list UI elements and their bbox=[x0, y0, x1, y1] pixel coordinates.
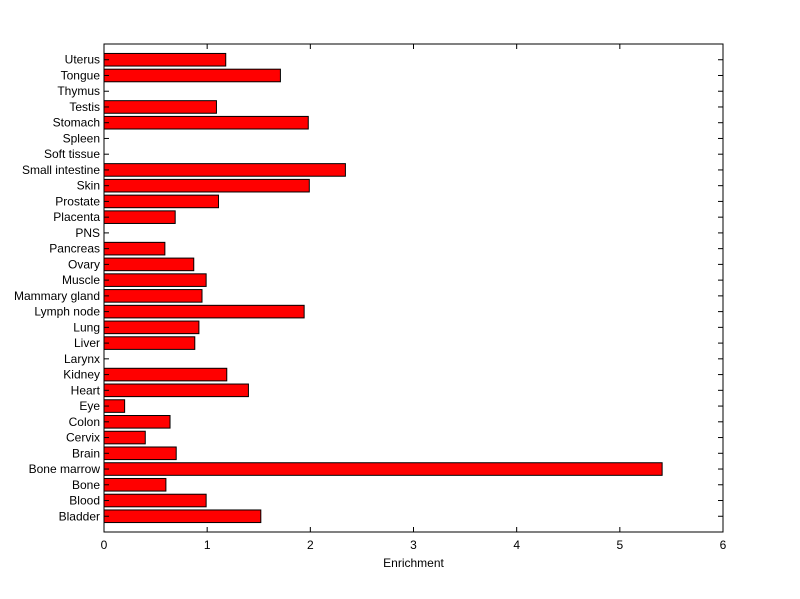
y-tick-label: Bone bbox=[72, 478, 100, 492]
bar-bone bbox=[103, 477, 167, 492]
y-tick-label: Spleen bbox=[63, 131, 100, 145]
bar-heart bbox=[103, 383, 249, 398]
bar-blood bbox=[103, 493, 207, 508]
y-tick-label: Muscle bbox=[62, 273, 100, 287]
y-tick-label: Placenta bbox=[53, 210, 100, 224]
y-tick-label: Mammary gland bbox=[14, 289, 100, 303]
y-tick-label: Lung bbox=[73, 320, 100, 334]
bar-cervix bbox=[103, 430, 146, 445]
bar-bladder bbox=[103, 509, 262, 524]
bar-bone-marrow bbox=[103, 462, 663, 476]
bar-placenta bbox=[103, 210, 176, 224]
y-tick-label: Ovary bbox=[68, 257, 100, 271]
bar-lymph-node bbox=[103, 304, 305, 319]
bar-skin bbox=[103, 178, 310, 193]
x-tick-label: 2 bbox=[307, 538, 314, 552]
y-tick-label: Eye bbox=[79, 399, 100, 413]
y-tick-label: Colon bbox=[69, 415, 100, 429]
bar-pancreas bbox=[103, 241, 166, 256]
bar-colon bbox=[103, 415, 171, 429]
y-tick-label: PNS bbox=[75, 226, 100, 240]
x-tick-label: 0 bbox=[101, 538, 108, 552]
bar-uterus bbox=[103, 52, 227, 67]
bars-group bbox=[103, 52, 663, 524]
x-tick-label: 1 bbox=[204, 538, 211, 552]
bar-stomach bbox=[103, 115, 309, 130]
bar-prostate bbox=[103, 194, 220, 209]
y-tick-label: Skin bbox=[77, 179, 100, 193]
y-tick-label: Bone marrow bbox=[29, 462, 101, 476]
bar-mammary-gland bbox=[103, 289, 203, 303]
y-tick-label: Blood bbox=[69, 494, 100, 508]
y-tick-label: Liver bbox=[74, 336, 100, 350]
y-tick-label: Thymus bbox=[57, 84, 100, 98]
y-tick-label: Larynx bbox=[64, 352, 100, 366]
bar-liver bbox=[103, 336, 196, 350]
x-tick-label: 6 bbox=[720, 538, 727, 552]
y-tick-label: Lymph node bbox=[34, 305, 100, 319]
bar-muscle bbox=[103, 273, 207, 287]
y-tick-label: Heart bbox=[71, 383, 101, 397]
y-tick-label: Cervix bbox=[66, 431, 100, 445]
y-tick-label: Brain bbox=[72, 446, 100, 460]
bar-testis bbox=[103, 100, 217, 114]
x-tick-label: 5 bbox=[616, 538, 623, 552]
y-tick-label: Testis bbox=[69, 100, 100, 114]
y-tick-label: Stomach bbox=[53, 116, 100, 130]
bar-small-intestine bbox=[103, 163, 346, 177]
bar-lung bbox=[103, 320, 200, 335]
y-tick-label: Kidney bbox=[63, 368, 100, 382]
bar-ovary bbox=[103, 257, 195, 272]
y-tick-label: Uterus bbox=[65, 53, 100, 67]
bar-tongue bbox=[103, 68, 281, 83]
y-tick-label: Bladder bbox=[59, 509, 100, 523]
y-tick-label: Soft tissue bbox=[44, 147, 100, 161]
bar-brain bbox=[103, 446, 177, 461]
y-tick-label: Small intestine bbox=[22, 163, 100, 177]
bar-kidney bbox=[103, 367, 228, 382]
x-tick-label: 4 bbox=[513, 538, 520, 552]
x-axis-label: Enrichment bbox=[383, 556, 444, 570]
y-tick-label: Pancreas bbox=[49, 242, 100, 256]
x-tick-label: 3 bbox=[410, 538, 417, 552]
y-tick-label: Tongue bbox=[61, 68, 101, 82]
y-tick-label: Prostate bbox=[55, 194, 100, 208]
